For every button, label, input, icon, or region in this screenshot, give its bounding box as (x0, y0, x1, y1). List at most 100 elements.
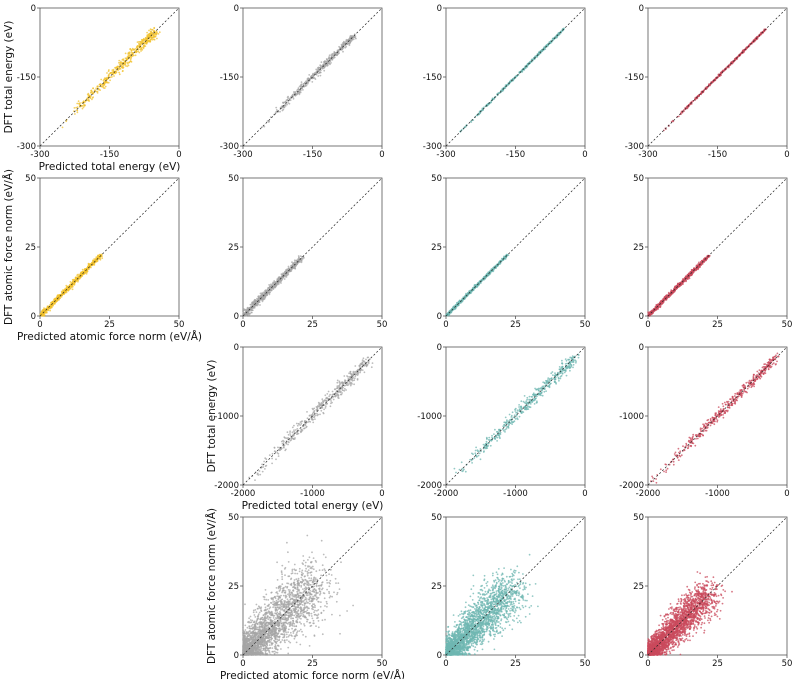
scatter-point (71, 278, 74, 281)
scatter-point (140, 43, 142, 46)
scatter-point (76, 109, 78, 112)
scatter-point (106, 72, 108, 74)
scatter-point (61, 126, 64, 129)
scatter-point (686, 105, 688, 108)
scatter-point (89, 96, 91, 99)
scatter-point (287, 433, 290, 436)
scatter-point (672, 120, 675, 123)
scatter-point (260, 299, 263, 301)
scatter-point (152, 38, 155, 41)
scatter-point (124, 62, 127, 65)
scatter-point (261, 300, 264, 303)
scatter-point (271, 457, 273, 460)
scatter-point (127, 53, 129, 55)
scatter-point (152, 33, 155, 36)
scatter-point (122, 70, 124, 72)
scatter-point (290, 267, 293, 270)
scatter-point (296, 92, 299, 95)
y-tick-label: 0 (639, 312, 644, 322)
scatter-point (118, 64, 121, 66)
scatter-point (268, 284, 270, 286)
scatter-point (307, 77, 310, 80)
scatter-point (124, 57, 127, 60)
scatter-point (77, 280, 79, 283)
scatter-point (248, 307, 251, 309)
scatter-point (251, 309, 254, 312)
scatter-point (340, 43, 343, 46)
scatter-point (700, 260, 703, 262)
y-tick-label: 50 (25, 174, 36, 184)
scatter-point (124, 52, 127, 55)
scatter-point (271, 284, 274, 286)
scatter-point (106, 81, 109, 84)
scatter-point (69, 287, 72, 290)
scatter-point (702, 259, 705, 261)
scatter-point (532, 58, 535, 61)
y-axis-label: DFT atomic force norm (eV/Å) (2, 169, 15, 325)
scatter-point (273, 446, 276, 449)
scatter-point (134, 54, 137, 57)
scatter-point (116, 66, 118, 69)
scatter-point (326, 393, 329, 395)
scatter-point (154, 33, 157, 35)
scatter-point (91, 98, 93, 101)
y-tick-label: -300 (625, 142, 644, 152)
scatter-point (147, 34, 150, 36)
scatter-point (298, 423, 300, 425)
scatter-point (271, 282, 274, 285)
scatter-point (319, 65, 322, 67)
scatter-point (282, 101, 284, 104)
scatter-point (144, 36, 147, 39)
scatter-point (314, 414, 317, 416)
scatter-point (120, 60, 122, 63)
scatter-point (82, 106, 85, 108)
scatter-point (132, 48, 135, 51)
scatter-point (40, 310, 43, 313)
scatter-point (319, 74, 322, 77)
scatter-point (118, 71, 120, 74)
x-tick-label: 25 (104, 320, 115, 330)
scatter-point (60, 290, 63, 293)
scatter-point (365, 358, 367, 361)
scatter-point (74, 113, 76, 115)
scatter-point (90, 89, 92, 92)
y-tick-label: -300 (220, 142, 239, 152)
scatter-point (268, 454, 271, 456)
scatter-point (311, 414, 313, 416)
y-tick-label: 0 (31, 312, 36, 322)
scatter-point (371, 362, 374, 364)
scatter-point (332, 398, 335, 401)
scatter-point (87, 97, 89, 99)
scatter-point (551, 37, 554, 40)
scatter-point (354, 375, 357, 378)
scatter-point (289, 97, 292, 100)
y-tick-label: 50 (228, 174, 239, 184)
scatter-point (297, 87, 300, 89)
scatter-point (118, 61, 120, 64)
parity-line (647, 177, 788, 317)
scatter-point (136, 45, 139, 47)
scatter-point (344, 46, 347, 49)
scatter-point (284, 101, 287, 104)
scatter-point (277, 446, 279, 449)
scatter-point (324, 405, 327, 408)
scatter-point (139, 41, 141, 43)
scatter-point (88, 264, 91, 266)
scatter-point (304, 80, 307, 83)
scatter-point (688, 277, 691, 280)
scatter-point (296, 428, 299, 430)
scatter-point (149, 39, 152, 41)
scatter-point (109, 79, 111, 82)
scatter-point (331, 58, 334, 61)
scatter-point (100, 78, 103, 81)
scatter-point (328, 54, 331, 57)
scatter-point (688, 273, 691, 275)
scatter-point (128, 51, 131, 54)
y-tick-label: -150 (17, 73, 36, 83)
scatter-point (80, 273, 82, 275)
